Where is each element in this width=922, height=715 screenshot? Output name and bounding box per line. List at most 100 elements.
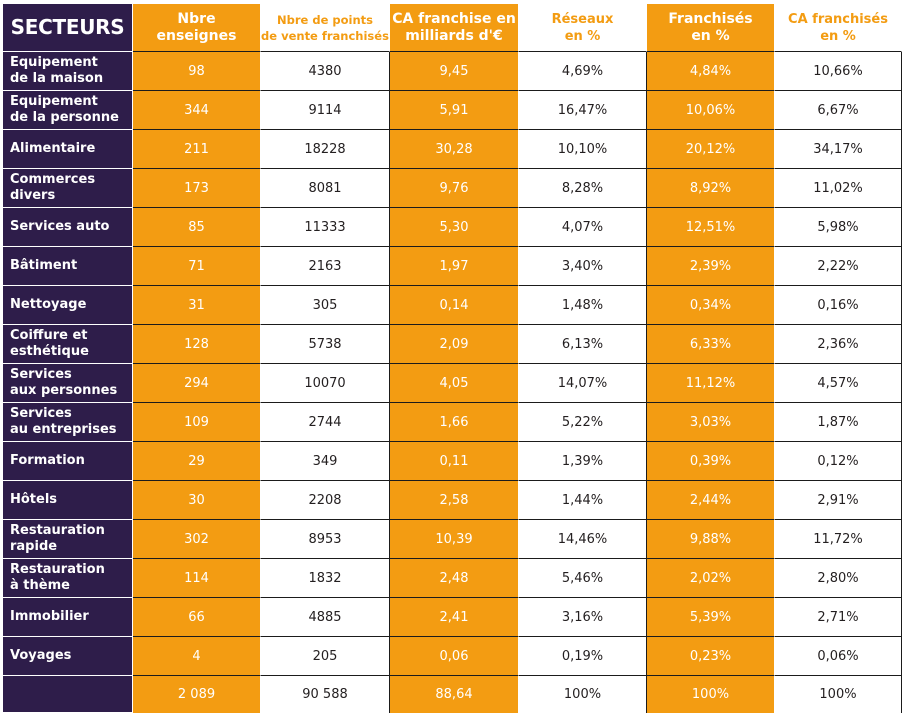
cell-franchises-pct: 9,88% [647,520,775,559]
cell-ca-franchise: 1,66 [390,403,519,442]
cell-reseaux-pct: 3,16% [519,598,647,637]
cell-nb-enseignes: 128 [133,325,261,364]
column-header-line: en % [691,27,730,44]
cell-franchises-pct: 0,39% [647,442,775,481]
cell-reseaux-pct: 1,44% [519,481,647,520]
cell-nb-points-vente: 205 [261,637,390,676]
sector-cell: Services auto [3,208,133,247]
cell-ca-franchises-pct: 34,17% [775,130,902,169]
cell-franchises-pct: 12,51% [647,208,775,247]
sector-cell: Hôtels [3,481,133,520]
cell-nb-enseignes: 31 [133,286,261,325]
cell-reseaux-pct: 14,46% [519,520,647,559]
cell-ca-franchise: 2,48 [390,559,519,598]
cell-reseaux-pct: 1,39% [519,442,647,481]
cell-nb-enseignes: 29 [133,442,261,481]
cell-franchises-pct: 6,33% [647,325,775,364]
cell-nb-enseignes: 71 [133,247,261,286]
sector-label: de la maison [10,71,104,86]
sector-label: au entreprises [10,422,117,437]
column-header-line: CA franchise en [392,10,516,27]
sector-label: Hôtels [10,492,58,507]
table-row: Formation 29 349 0,11 1,39% 0,39% 0,12% [3,442,902,481]
cell-nb-enseignes: 98 [133,52,261,91]
sector-cell: Commerces divers [3,169,133,208]
cell-reseaux-pct: 8,28% [519,169,647,208]
cell-nb-enseignes: 344 [133,91,261,130]
table-row: Coiffure et esthétique 128 5738 2,09 6,13% 6,3… [3,325,902,364]
cell-ca-franchise: 0,11 [390,442,519,481]
cell-nb-enseignes: 2 089 [133,676,261,713]
cell-franchises-pct: 100% [647,676,775,713]
cell-ca-franchise: 9,45 [390,52,519,91]
cell-nb-points-vente: 2208 [261,481,390,520]
cell-franchises-pct: 3,03% [647,403,775,442]
sector-label: Equipement [10,55,98,70]
sector-label: Bâtiment [10,258,78,273]
column-header-line: en % [820,28,856,44]
cell-ca-franchise: 5,91 [390,91,519,130]
sector-label: Voyages [10,648,72,663]
cell-reseaux-pct: 100% [519,676,647,713]
cell-ca-franchise: 88,64 [390,676,519,713]
cell-nb-enseignes: 109 [133,403,261,442]
table-row: Equipement de la personne 344 9114 5,91 16,47… [3,91,902,130]
cell-ca-franchise: 0,06 [390,637,519,676]
cell-ca-franchises-pct: 2,22% [775,247,902,286]
table-body: Equipement de la maison 98 4380 9,45 4,69% 4,8… [3,52,902,713]
sector-label: Services [10,367,72,382]
cell-ca-franchises-pct: 2,91% [775,481,902,520]
cell-franchises-pct: 0,23% [647,637,775,676]
cell-franchises-pct: 2,39% [647,247,775,286]
cell-franchises-pct: 2,44% [647,481,775,520]
sector-cell: Restauration à thème [3,559,133,598]
column-header-reseaux-pct: Réseaux en % [519,4,647,52]
sector-cell [3,676,133,713]
cell-ca-franchise: 2,41 [390,598,519,637]
cell-franchises-pct: 10,06% [647,91,775,130]
sector-label: Coiffure et [10,328,88,343]
cell-ca-franchises-pct: 11,72% [775,520,902,559]
column-header-line: de vente franchisés [261,28,389,43]
sector-label: Equipement [10,94,98,109]
table-row: Services aux personnes 294 10070 4,05 14,07% 1… [3,364,902,403]
table-row: Commerces divers 173 8081 9,76 8,28% 8,92% 11,0… [3,169,902,208]
table-row: Immobilier 66 4885 2,41 3,16% 5,39% 2,71% [3,598,902,637]
cell-nb-points-vente: 5738 [261,325,390,364]
cell-nb-enseignes: 211 [133,130,261,169]
cell-ca-franchises-pct: 100% [775,676,902,713]
sector-label: de la personne [10,110,119,125]
cell-reseaux-pct: 3,40% [519,247,647,286]
sector-label: esthétique [10,344,89,359]
cell-nb-points-vente: 8081 [261,169,390,208]
sector-cell: Coiffure et esthétique [3,325,133,364]
cell-ca-franchises-pct: 10,66% [775,52,902,91]
cell-nb-points-vente: 90 588 [261,676,390,713]
cell-reseaux-pct: 1,48% [519,286,647,325]
cell-reseaux-pct: 4,07% [519,208,647,247]
cell-ca-franchise: 5,30 [390,208,519,247]
cell-ca-franchises-pct: 0,06% [775,637,902,676]
table-header-row: SECTEURS Nbre enseignes Nbre de points de ve… [3,4,902,52]
cell-ca-franchises-pct: 0,16% [775,286,902,325]
cell-ca-franchises-pct: 5,98% [775,208,902,247]
cell-nb-enseignes: 4 [133,637,261,676]
sector-cell: Voyages [3,637,133,676]
cell-nb-points-vente: 2163 [261,247,390,286]
table-row: Restauration rapide 302 8953 10,39 14,46% 9,88… [3,520,902,559]
sector-label: à thème [10,578,70,593]
cell-ca-franchises-pct: 2,80% [775,559,902,598]
cell-franchises-pct: 0,34% [647,286,775,325]
cell-nb-enseignes: 114 [133,559,261,598]
table-row: Hôtels 30 2208 2,58 1,44% 2,44% 2,91% [3,481,902,520]
cell-nb-points-vente: 8953 [261,520,390,559]
total-row: 2 089 90 588 88,64 100% 100% 100% [3,676,902,713]
cell-nb-enseignes: 30 [133,481,261,520]
sector-cell: Restauration rapide [3,520,133,559]
cell-franchises-pct: 8,92% [647,169,775,208]
franchise-sector-table: SECTEURS Nbre enseignes Nbre de points de ve… [3,4,902,713]
sector-label: Services [10,406,72,421]
cell-nb-points-vente: 305 [261,286,390,325]
sector-label: Immobilier [10,609,89,624]
table-row: Bâtiment 71 2163 1,97 3,40% 2,39% 2,22% [3,247,902,286]
